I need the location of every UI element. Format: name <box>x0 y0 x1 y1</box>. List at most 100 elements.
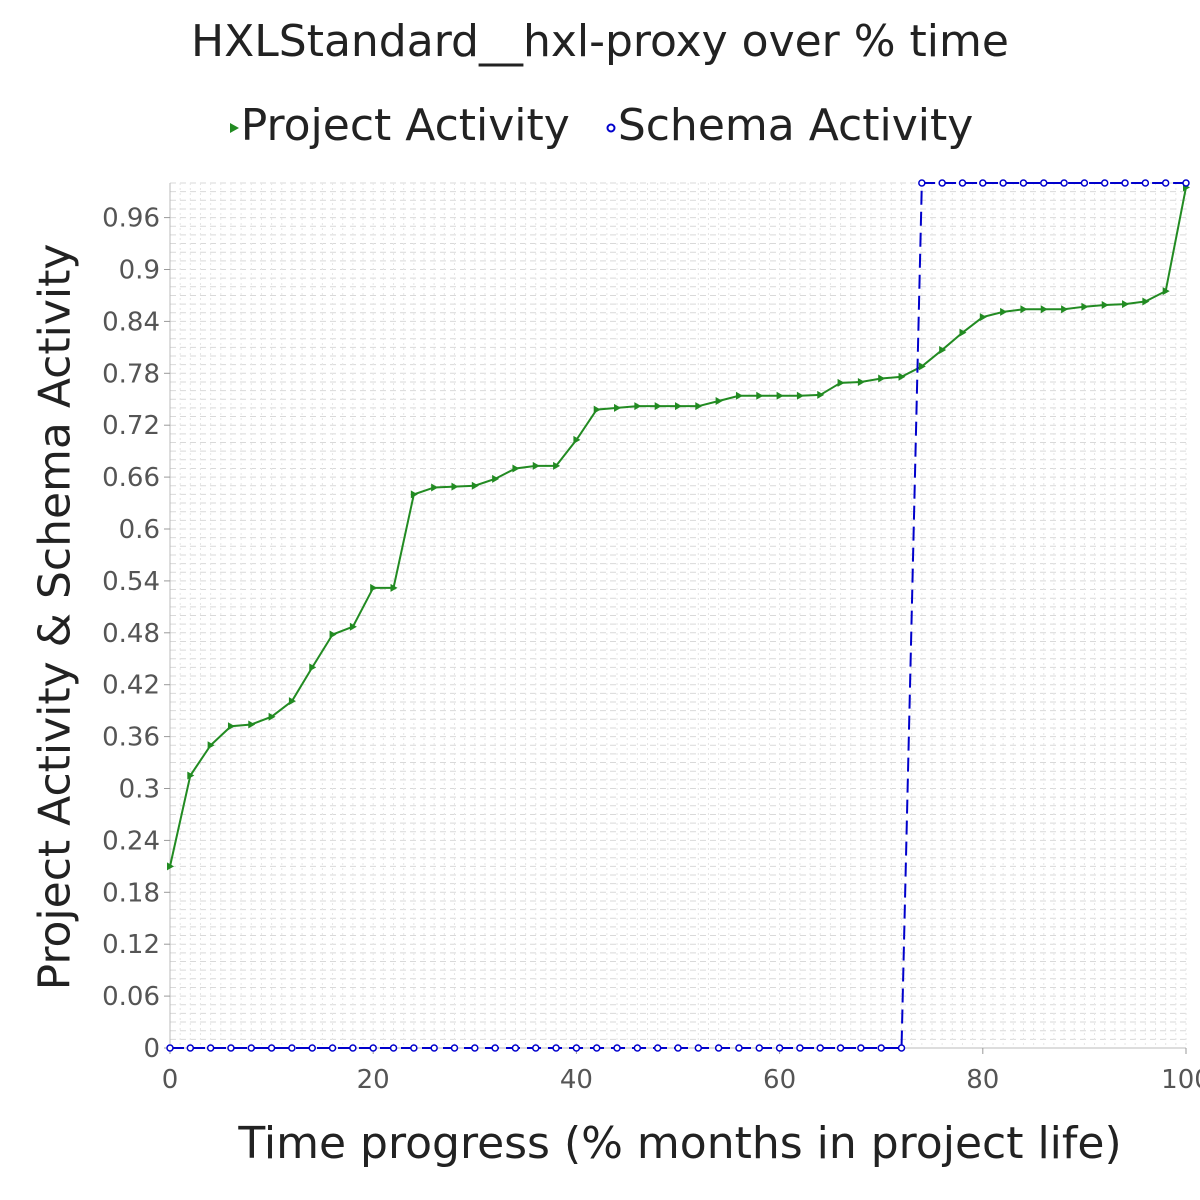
data-point-schema-activity <box>877 1044 885 1052</box>
data-point-schema-activity <box>755 1044 764 1052</box>
data-point-project-activity <box>248 720 256 729</box>
data-point-schema-activity <box>450 1044 459 1052</box>
y-tick-label: 0.66 <box>102 463 160 493</box>
data-point-project-activity <box>1162 287 1170 296</box>
y-tick-label: 0.78 <box>102 359 160 389</box>
data-point-project-activity <box>431 483 439 492</box>
y-tick-label: 0.9 <box>119 256 160 286</box>
triangle-right-icon <box>229 123 239 133</box>
data-point-schema-activity <box>369 1044 377 1052</box>
y-tick-label: 0.18 <box>102 878 160 908</box>
data-point-schema-activity <box>633 1044 642 1052</box>
data-point-schema-activity <box>714 1044 723 1052</box>
data-point-project-activity <box>959 328 967 337</box>
data-point-project-activity <box>735 391 743 400</box>
data-point-project-activity <box>349 622 357 631</box>
data-point-project-activity <box>167 862 174 871</box>
data-point-project-activity <box>370 583 378 592</box>
tick-labels: 0 0.06 0.12 0.18 0.24 0.3 0.36 0.42 0.48 0.54 0.6 0… <box>102 204 1200 1095</box>
data-point-project-activity <box>939 345 947 354</box>
grid <box>169 182 1187 1049</box>
y-tick-label: 0.84 <box>102 307 160 337</box>
data-point-project-activity <box>654 402 662 411</box>
data-point-project-activity <box>1020 305 1028 314</box>
legend: Project Activity Schema Activity <box>0 100 1200 151</box>
data-point-project-activity <box>410 490 418 499</box>
data-point-schema-activity <box>918 179 926 187</box>
data-point-project-activity <box>288 697 296 706</box>
data-point-schema-activity <box>775 1044 784 1052</box>
x-tick-label: 80 <box>966 1065 999 1095</box>
data-point-project-activity <box>227 722 235 731</box>
data-point-schema-activity <box>389 1044 398 1052</box>
data-point-schema-activity <box>836 1044 845 1052</box>
data-point-project-activity <box>898 372 906 381</box>
data-point-project-activity <box>553 461 561 470</box>
data-point-project-activity <box>309 663 317 672</box>
data-point-schema-activity <box>308 1044 316 1052</box>
chart-title: HXLStandard__hxl-proxy over % time <box>191 16 1009 67</box>
data-point-project-activity <box>187 771 195 780</box>
data-point-project-activity <box>634 402 642 411</box>
data-point-schema-activity <box>958 179 967 187</box>
data-point-schema-activity <box>328 1044 337 1052</box>
data-point-project-activity <box>837 378 845 387</box>
data-point-schema-activity <box>999 179 1007 187</box>
x-tick-label: 40 <box>560 1065 593 1095</box>
data-point-schema-activity <box>1141 179 1150 187</box>
data-point-project-activity <box>857 377 865 386</box>
data-point-project-activity <box>268 712 276 721</box>
data-point-project-activity <box>329 630 337 639</box>
y-tick-label: 0 <box>143 1034 160 1064</box>
data-point-schema-activity <box>227 1044 235 1052</box>
data-point-schema-activity <box>1121 179 1129 187</box>
data-point-project-activity <box>532 461 540 470</box>
data-point-schema-activity <box>694 1044 703 1052</box>
data-point-project-activity <box>756 391 764 400</box>
data-point-project-activity <box>614 403 622 412</box>
data-point-schema-activity <box>613 1044 621 1052</box>
y-tick-label: 0.6 <box>119 515 160 545</box>
data-point-schema-activity <box>897 1044 906 1052</box>
x-tick-label: 20 <box>357 1065 390 1095</box>
y-tick-label: 0.36 <box>102 723 160 753</box>
data-point-project-activity <box>573 435 581 444</box>
legend-label-schema-activity: Schema Activity <box>617 100 974 151</box>
x-axis-label: Time progress (% months in project life) <box>238 1118 1122 1169</box>
data-point-schema-activity <box>674 1044 682 1052</box>
data-point-schema-activity <box>288 1044 296 1052</box>
data-point-schema-activity <box>532 1044 540 1052</box>
data-point-schema-activity <box>1040 179 1048 187</box>
data-point-schema-activity <box>1060 179 1068 187</box>
legend-label-project-activity: Project Activity <box>240 100 570 151</box>
data-point-schema-activity <box>1019 179 1028 187</box>
y-tick-label: 0.12 <box>102 930 160 960</box>
data-point-schema-activity <box>979 179 987 187</box>
data-point-project-activity <box>1040 305 1048 314</box>
data-point-schema-activity <box>1100 179 1109 187</box>
axes <box>164 183 1187 1054</box>
data-point-schema-activity <box>511 1044 520 1052</box>
data-point-project-activity <box>979 313 987 322</box>
data-point-project-activity <box>451 482 459 491</box>
y-tick-label: 0.24 <box>102 826 160 856</box>
data-point-schema-activity <box>796 1044 804 1052</box>
data-point-project-activity <box>512 464 520 473</box>
series <box>166 179 1190 1052</box>
data-point-project-activity <box>695 402 703 411</box>
data-point-project-activity <box>1081 302 1089 311</box>
data-point-project-activity <box>1142 297 1150 306</box>
data-point-project-activity <box>715 396 723 405</box>
data-point-project-activity <box>1000 307 1008 316</box>
data-point-project-activity <box>1061 305 1069 314</box>
y-tick-label: 0.96 <box>102 204 160 234</box>
data-point-schema-activity <box>166 1044 174 1052</box>
y-tick-label: 0.42 <box>102 671 160 701</box>
y-tick-label: 0.54 <box>102 567 160 597</box>
data-point-schema-activity <box>349 1044 357 1052</box>
legend-entry-project-activity: Project Activity <box>227 100 570 151</box>
data-point-project-activity <box>207 741 215 750</box>
y-tick-label: 0.72 <box>102 411 160 441</box>
data-point-project-activity <box>1101 300 1109 309</box>
